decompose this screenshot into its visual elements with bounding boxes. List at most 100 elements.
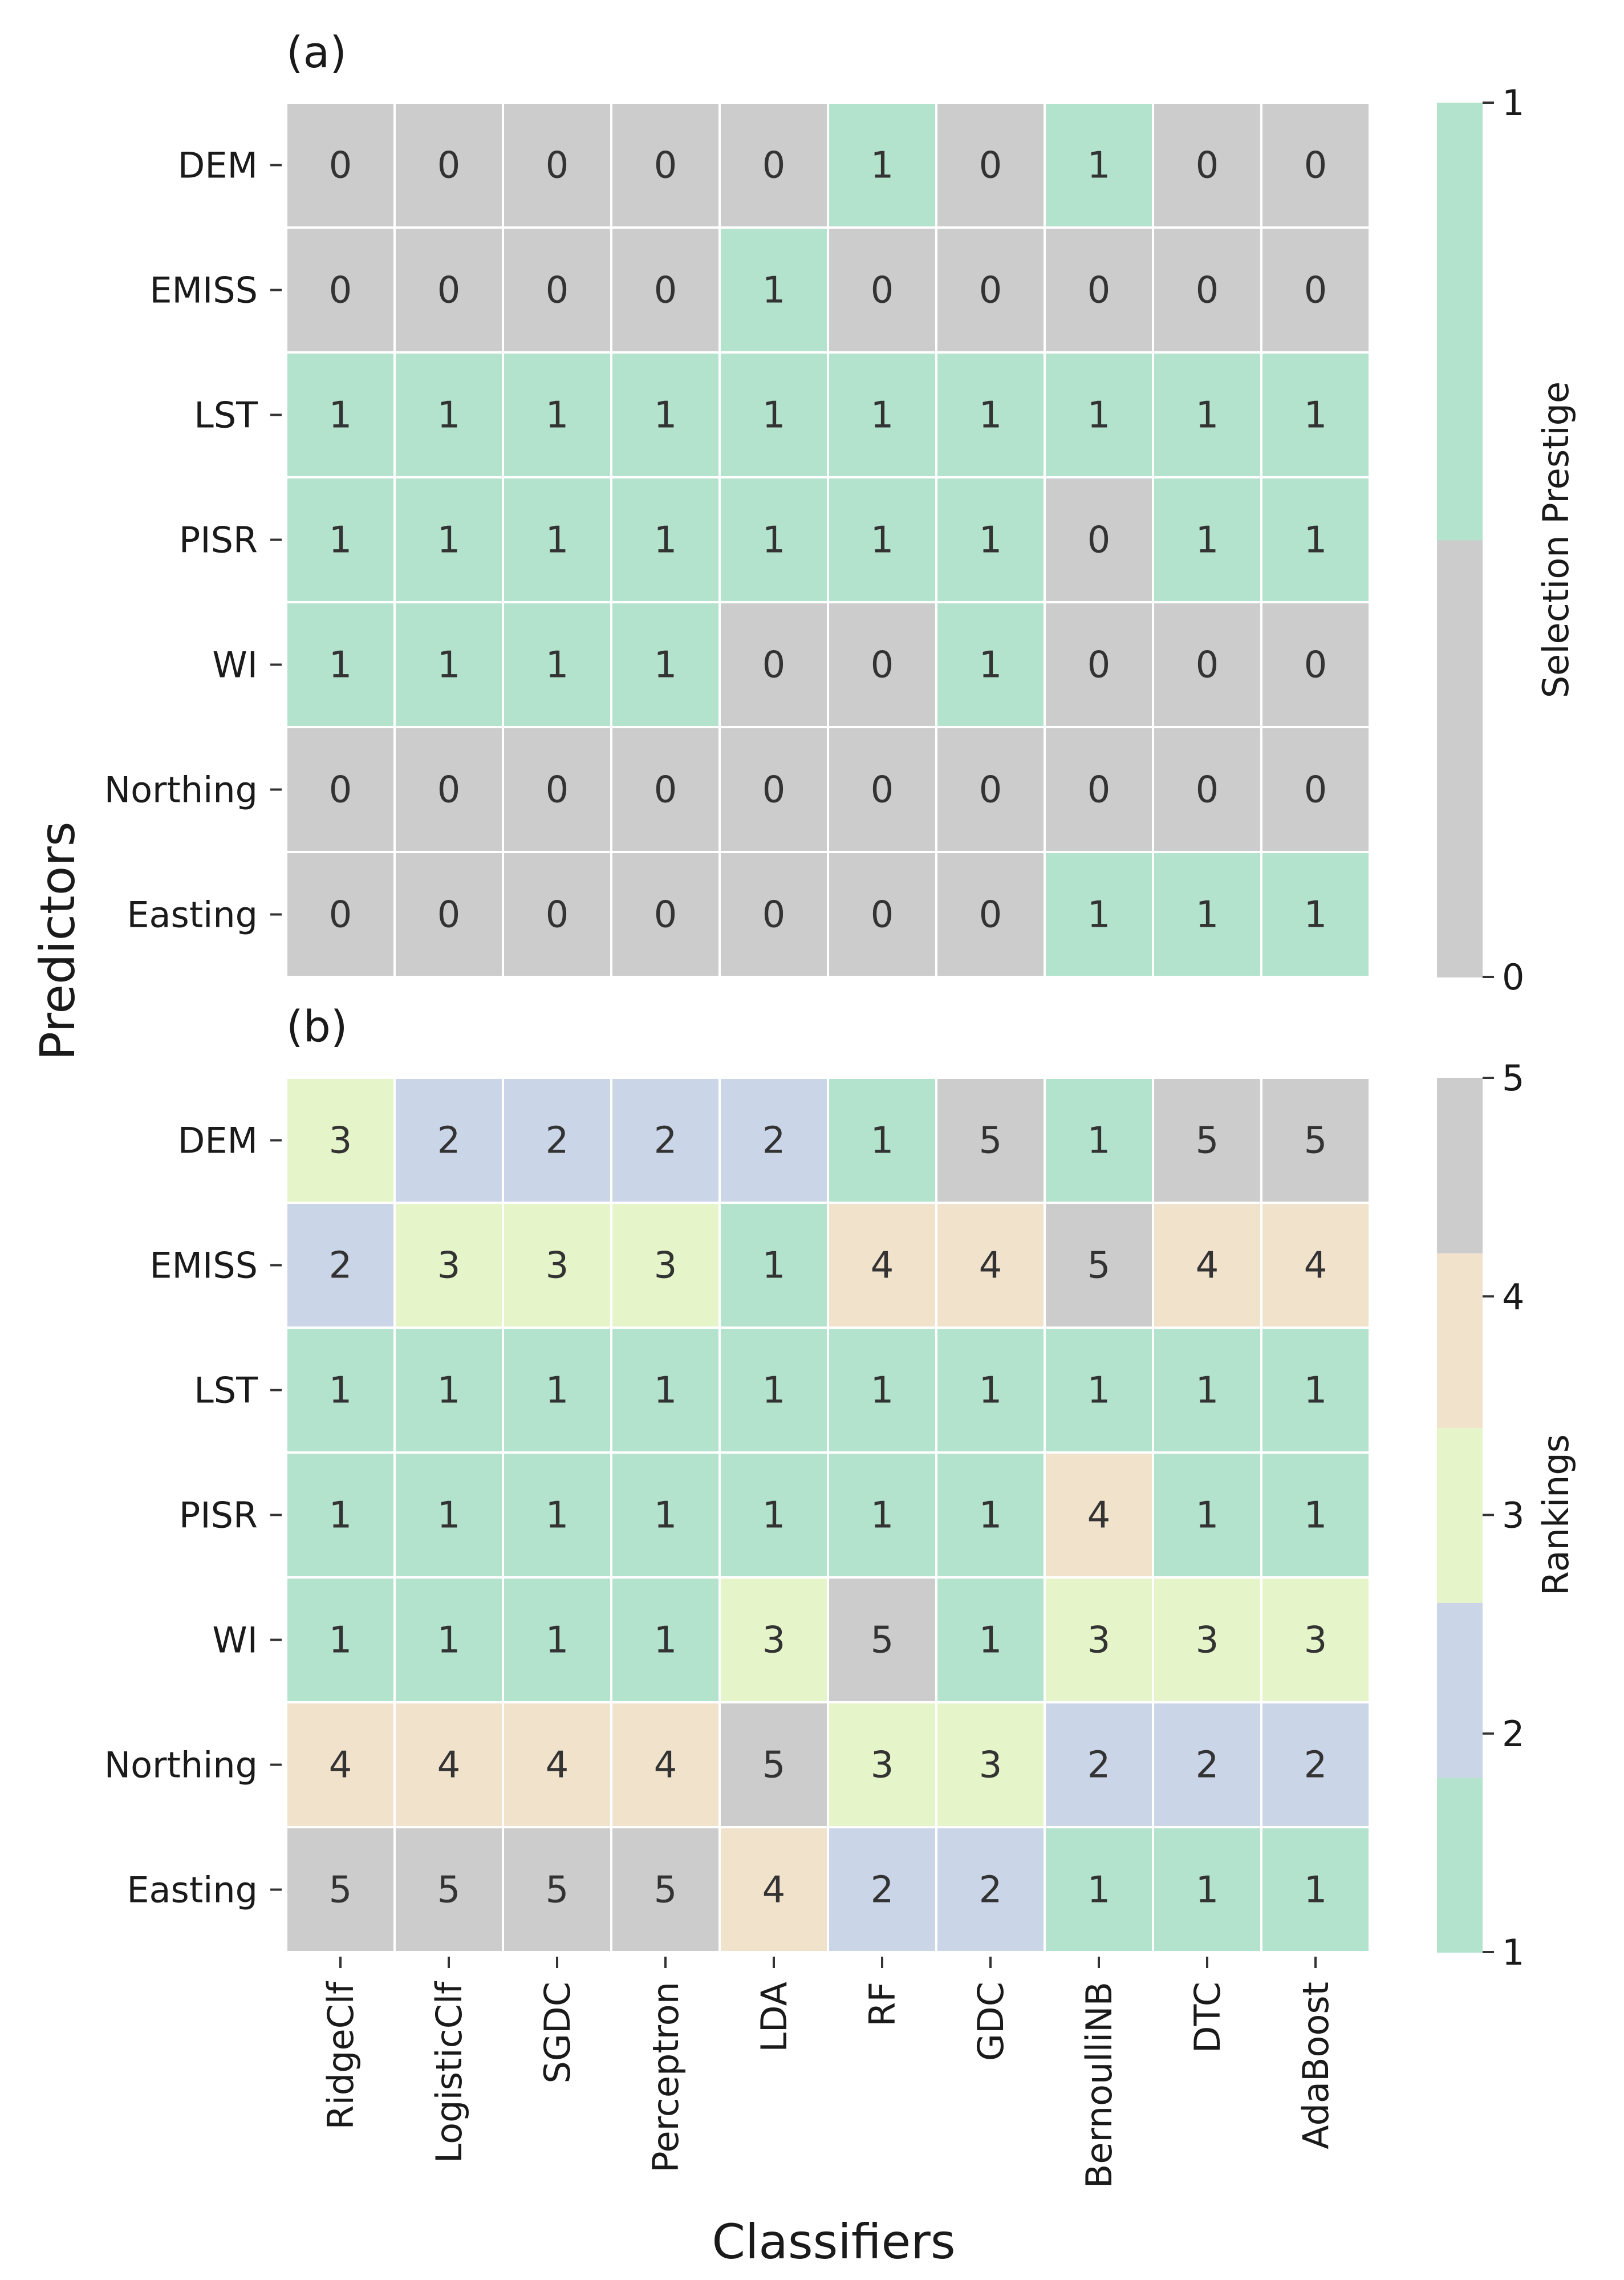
cell-value-label: 5: [437, 1869, 461, 1912]
cell-value-label: 0: [1304, 644, 1327, 687]
cell-value-label: 1: [437, 1495, 461, 1537]
cell-value-label: 1: [762, 270, 786, 312]
heatmap-cell: [1152, 476, 1262, 603]
heatmap-cell: [393, 102, 504, 229]
cell-value-label: 1: [871, 1495, 894, 1537]
cell-value-label: 3: [1087, 1620, 1111, 1662]
cell-value-label: 0: [871, 270, 894, 312]
heatmap-cell: [1260, 851, 1371, 978]
cell-value-label: 0: [437, 894, 461, 936]
cell-value-label: 5: [546, 1869, 569, 1912]
heatmap-cell: [610, 1576, 721, 1703]
cell-value-label: 3: [1304, 1620, 1327, 1662]
cell-value-label: 1: [871, 520, 894, 562]
colorbar-segment: [1437, 1427, 1483, 1603]
heatmap-cell: [1152, 601, 1262, 728]
cell-value-label: 1: [654, 395, 677, 437]
x-tick-label: BernoulliNB: [1078, 1982, 1120, 2188]
heatmap-cell: [285, 1826, 396, 1953]
cell-value-label: 1: [329, 644, 352, 687]
cell-value-label: 0: [329, 894, 352, 936]
cell-value-label: 1: [979, 520, 1002, 562]
heatmap-cell: [935, 851, 1046, 978]
heatmap-cell: [285, 476, 396, 603]
heatmap-cell: [393, 726, 504, 853]
x-tick-label: RF: [862, 1982, 903, 2027]
heatmap-cell: [827, 1451, 937, 1579]
heatmap-cell: [1044, 102, 1154, 229]
cell-value-label: 1: [762, 1370, 786, 1412]
colorbar-segment: [1437, 1602, 1483, 1778]
cell-value-label: 1: [762, 1495, 786, 1537]
x-tick-label: SGDC: [537, 1982, 578, 2083]
heatmap-cell: [1260, 226, 1371, 354]
heatmap-cell: [502, 226, 612, 354]
cell-value-label: 1: [871, 145, 894, 187]
y-tick-label: LST: [194, 1370, 258, 1411]
x-tick-label: RidgeClf: [320, 1981, 362, 2130]
y-tick-label: Northing: [104, 769, 258, 811]
cell-value-label: 5: [329, 1869, 352, 1912]
cell-value-label: 0: [437, 769, 461, 812]
heatmap-cell: [1044, 1576, 1154, 1703]
heatmap-cell: [827, 1576, 937, 1703]
cell-value-label: 2: [1196, 1745, 1219, 1787]
heatmap-cell: [610, 601, 721, 728]
heatmap-cell: [502, 1826, 612, 1953]
cell-value-label: 1: [762, 395, 786, 437]
heatmap-cell: [718, 851, 829, 978]
heatmap-cell: [285, 601, 396, 728]
cell-value-label: 1: [979, 1370, 1002, 1412]
heatmap-cell: [1260, 102, 1371, 229]
cell-value-label: 1: [1087, 395, 1111, 437]
y-tick-label: EMISS: [149, 1245, 258, 1287]
heatmap-cell: [827, 726, 937, 853]
heatmap-cell: [1260, 351, 1371, 478]
x-axis-label: Classifiers: [712, 2214, 955, 2270]
cell-value-label: 1: [1196, 894, 1219, 936]
cell-value-label: 0: [329, 270, 352, 312]
heatmap-cell: [718, 226, 829, 354]
colorbar-label: Rankings: [1535, 1434, 1577, 1596]
y-tick-label: Northing: [104, 1745, 258, 1786]
cell-value-label: 3: [546, 1245, 569, 1287]
heatmap-cell: [610, 726, 721, 853]
heatmap-cell: [827, 1701, 937, 1828]
heatmap-cell: [1260, 1077, 1371, 1204]
colorbar-tick-label: 2: [1502, 1713, 1524, 1755]
heatmap-cell: [1044, 601, 1154, 728]
heatmap-cell: [393, 1326, 504, 1454]
cell-value-label: 1: [1304, 520, 1327, 562]
cell-value-label: 0: [762, 145, 786, 187]
heatmap-cell: [1152, 226, 1262, 354]
heatmap-cell: [1152, 1701, 1262, 1828]
cell-value-label: 1: [1304, 1370, 1327, 1412]
heatmap-cell: [1152, 851, 1262, 978]
cell-value-label: 1: [654, 1620, 677, 1662]
cell-value-label: 1: [1087, 1869, 1111, 1912]
cell-value-label: 1: [1196, 520, 1219, 562]
cell-value-label: 1: [546, 395, 569, 437]
y-axis-label: Predictors: [30, 821, 86, 1060]
cell-value-label: 1: [546, 1370, 569, 1412]
heatmap-cell: [1260, 476, 1371, 603]
heatmap-cell: [1152, 1202, 1262, 1329]
cell-value-label: 2: [546, 1120, 569, 1162]
cell-value-label: 1: [979, 395, 1002, 437]
cell-value-label: 1: [1304, 1495, 1327, 1537]
cell-value-label: 4: [871, 1245, 894, 1287]
colorbar-label: Selection Prestige: [1535, 382, 1577, 698]
cell-value-label: 0: [979, 769, 1002, 812]
cell-value-label: 5: [1304, 1120, 1327, 1162]
cell-value-label: 2: [871, 1869, 894, 1912]
colorbar-tick-label: 3: [1502, 1495, 1524, 1536]
cell-value-label: 5: [1196, 1120, 1219, 1162]
cell-value-label: 4: [979, 1245, 1002, 1287]
heatmap-cell: [1152, 351, 1262, 478]
heatmap-cell: [1044, 226, 1154, 354]
cell-value-label: 0: [871, 894, 894, 936]
heatmap-cell: [393, 1077, 504, 1204]
cell-value-label: 1: [437, 395, 461, 437]
heatmap-cell: [610, 1826, 721, 1953]
colorbar-tick-label: 4: [1502, 1276, 1524, 1317]
